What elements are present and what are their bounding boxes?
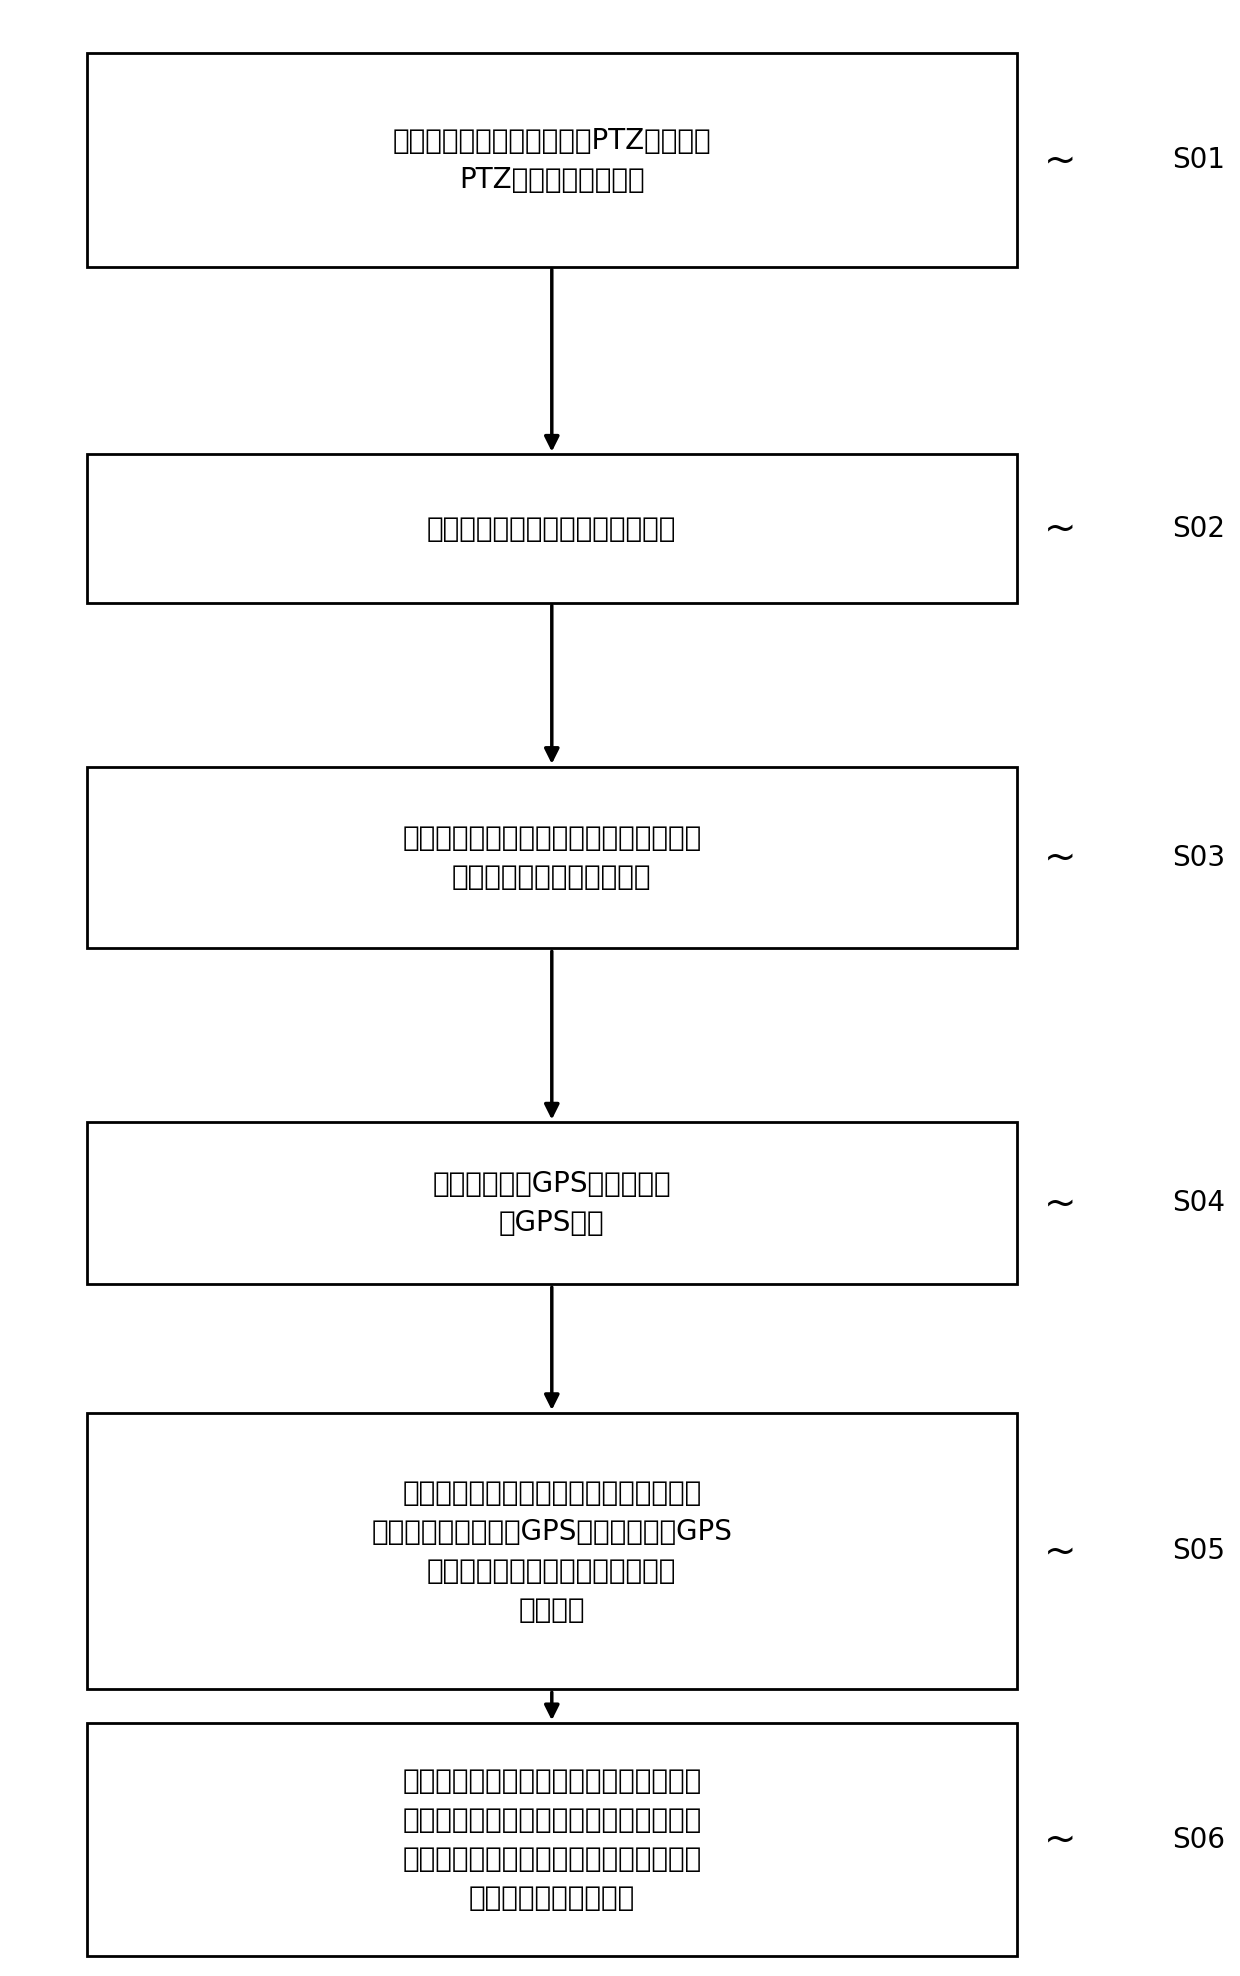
- Bar: [87, 454, 1017, 603]
- Text: ~: ~: [1044, 140, 1076, 180]
- Text: 控制相机运动到预设的一个PTZ位置，将
PTZ位置作为标定场景: 控制相机运动到预设的一个PTZ位置，将 PTZ位置作为标定场景: [393, 126, 711, 194]
- Text: S02: S02: [1172, 514, 1225, 543]
- Text: S01: S01: [1172, 146, 1225, 174]
- Text: ~: ~: [1044, 1531, 1076, 1571]
- Text: S05: S05: [1172, 1537, 1225, 1565]
- Text: ~: ~: [1044, 838, 1076, 877]
- Text: S03: S03: [1172, 844, 1225, 871]
- Text: S06: S06: [1172, 1826, 1225, 1853]
- Text: 获取标定点的GPS信息和相机
的GPS信息: 获取标定点的GPS信息和相机 的GPS信息: [433, 1170, 671, 1237]
- Text: ~: ~: [1044, 510, 1076, 547]
- Text: S04: S04: [1172, 1190, 1225, 1217]
- Bar: [87, 1413, 1017, 1689]
- Text: ~: ~: [1044, 1184, 1076, 1223]
- Text: ~: ~: [1044, 1820, 1076, 1859]
- Text: 以相机在地面的投影点为原点建立世界坐
标系，利用标定点的GPS信息和相机的GPS
信息计算标定点在世界坐标系中的
世界坐标: 以相机在地面的投影点为原点建立世界坐 标系，利用标定点的GPS信息和相机的GPS…: [371, 1478, 733, 1624]
- Bar: [87, 53, 1017, 267]
- Bar: [87, 767, 1017, 948]
- Bar: [87, 1122, 1017, 1284]
- Text: 获取在标定场景中所述标定点在相机对应
的相机坐标系中的像素坐标: 获取在标定场景中所述标定点在相机对应 的相机坐标系中的像素坐标: [402, 824, 702, 891]
- Bar: [87, 1723, 1017, 1956]
- Text: 利用标定点的世界坐标和标定点的像素坐
标计算得到世界坐标系与相机坐标系的外
参矩阵，外参矩阵用于表示世界坐标系与
相机坐标系的转换关系: 利用标定点的世界坐标和标定点的像素坐 标计算得到世界坐标系与相机坐标系的外 参矩…: [402, 1767, 702, 1913]
- Text: 从标定场景中选择至少一个标定点: 从标定场景中选择至少一个标定点: [427, 514, 677, 543]
